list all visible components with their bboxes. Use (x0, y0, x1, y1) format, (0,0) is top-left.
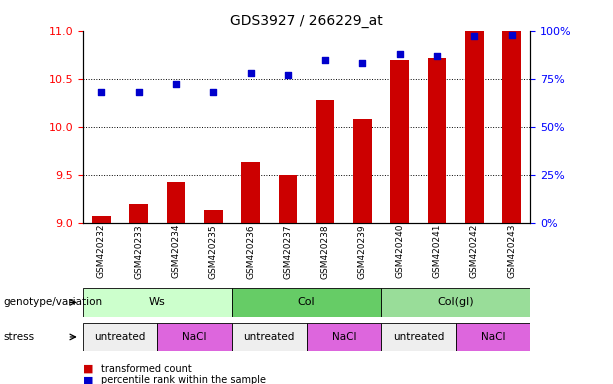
Bar (465, 31, 484, 223)
Text: untreated: untreated (243, 332, 295, 342)
Bar (428, 58, 446, 223)
Point (432, 53, 442, 59)
Text: genotype/variation: genotype/variation (3, 297, 102, 308)
Text: transformed count: transformed count (101, 364, 192, 374)
Bar (278, 175, 297, 223)
Bar (316, 100, 335, 223)
Title: GDS3927 / 266229_at: GDS3927 / 266229_at (230, 14, 383, 28)
Point (171, 81, 181, 88)
Point (395, 51, 405, 57)
Bar (129, 205, 148, 223)
Text: percentile rank within the sample: percentile rank within the sample (101, 375, 266, 384)
Text: GSM420240: GSM420240 (395, 224, 404, 278)
Bar (83, 323, 158, 351)
Point (283, 72, 293, 78)
Text: GSM420241: GSM420241 (433, 224, 441, 278)
Bar (167, 182, 185, 223)
Text: GSM420233: GSM420233 (134, 224, 143, 278)
Point (134, 89, 143, 95)
Point (357, 60, 367, 66)
Bar (353, 119, 371, 223)
Bar (455, 323, 530, 351)
Text: GSM420232: GSM420232 (97, 224, 106, 278)
Text: NaCl: NaCl (183, 332, 207, 342)
Bar (306, 323, 381, 351)
Text: GSM420242: GSM420242 (470, 224, 479, 278)
Text: GSM420236: GSM420236 (246, 224, 255, 278)
Text: Col: Col (298, 297, 315, 308)
Bar (83, 288, 232, 317)
Bar (242, 162, 260, 223)
Bar (204, 210, 223, 223)
Bar (232, 288, 381, 317)
Bar (92, 216, 111, 223)
Text: untreated: untreated (94, 332, 146, 342)
Text: ■: ■ (83, 375, 93, 384)
Bar (502, 31, 521, 223)
Point (246, 70, 256, 76)
Text: GSM420234: GSM420234 (172, 224, 180, 278)
Point (320, 56, 330, 63)
Bar (381, 288, 530, 317)
Text: NaCl: NaCl (481, 332, 505, 342)
Text: GSM420239: GSM420239 (358, 224, 367, 278)
Point (507, 31, 517, 38)
Bar (232, 323, 306, 351)
Point (208, 89, 218, 95)
Text: NaCl: NaCl (332, 332, 356, 342)
Text: Ws: Ws (149, 297, 166, 308)
Text: untreated: untreated (393, 332, 444, 342)
Bar (390, 60, 409, 223)
Text: GSM420243: GSM420243 (507, 224, 516, 278)
Bar (158, 323, 232, 351)
Point (470, 33, 479, 40)
Bar (381, 323, 455, 351)
Text: stress: stress (3, 332, 34, 342)
Point (96, 89, 106, 95)
Text: GSM420238: GSM420238 (321, 224, 330, 278)
Text: GSM420235: GSM420235 (209, 224, 218, 278)
Text: GSM420237: GSM420237 (283, 224, 292, 278)
Text: ■: ■ (83, 364, 93, 374)
Text: Col(gl): Col(gl) (437, 297, 474, 308)
